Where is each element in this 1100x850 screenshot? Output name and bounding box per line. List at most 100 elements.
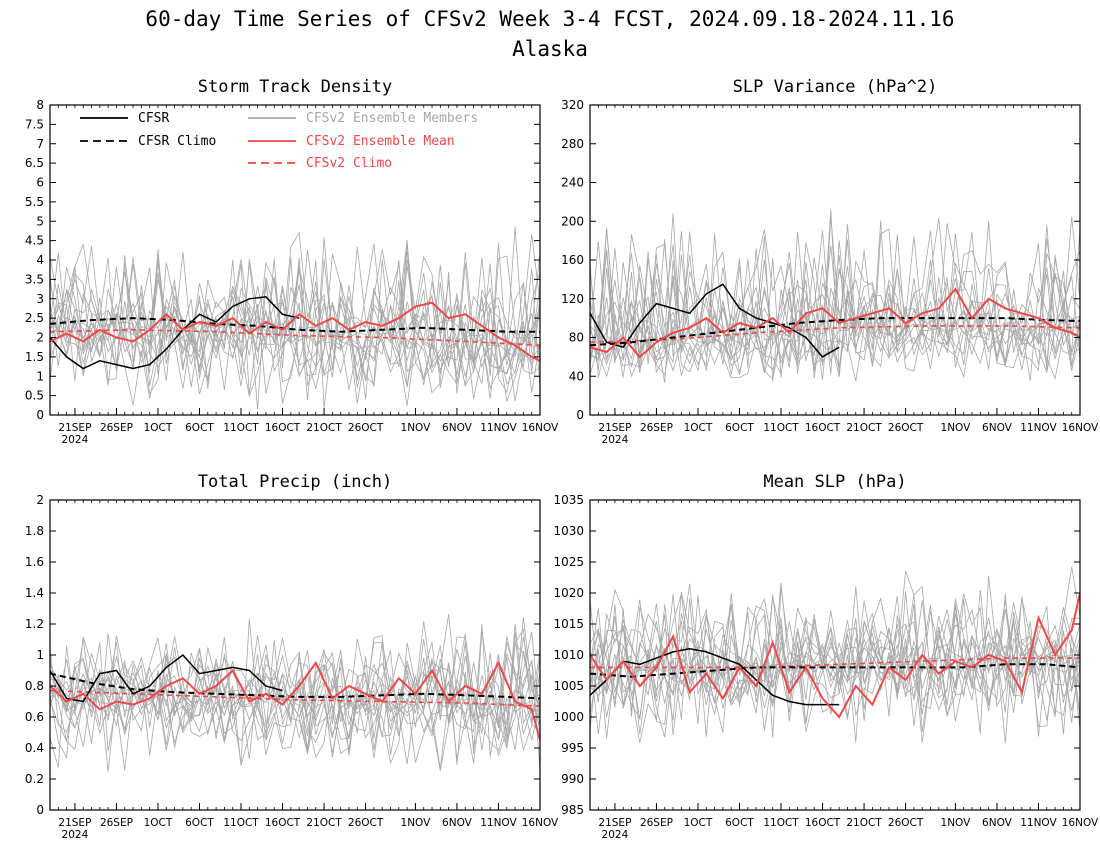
y-tick-label: 0.5 xyxy=(25,389,44,403)
x-tick-label: 26OCT xyxy=(348,422,384,434)
y-tick-label: 6.5 xyxy=(25,156,44,170)
legend: CFSR CFSR Climo CFSv2 Ensemble Members CFSv… xyxy=(80,111,478,171)
y-tick-label: 120 xyxy=(561,292,584,306)
member-line xyxy=(590,566,1080,744)
x-tick-label: 16OCT xyxy=(805,422,841,434)
series-cfsr xyxy=(590,648,840,706)
series-cfsr-climo xyxy=(50,317,540,333)
member-line xyxy=(590,212,1080,379)
x-tick-label: 6NOV xyxy=(982,422,1013,434)
x-tick-label: 6NOV xyxy=(442,817,473,829)
chart-panel-4: Mean SLP (hPa) 985 990 995 1000 1005 1010 1015 1… xyxy=(553,472,1099,841)
y-tick-label: 4 xyxy=(36,253,44,267)
x-tick-label: 21SEP xyxy=(58,422,91,434)
series-cfsv2-ensemble-mean xyxy=(590,287,1080,359)
member-line xyxy=(590,589,1080,731)
legend-label: CFSv2 Ensemble Mean xyxy=(306,134,455,149)
y-tick-label: 1000 xyxy=(553,710,584,724)
series-cfsr xyxy=(50,653,283,703)
x-tick-label: 6OCT xyxy=(725,817,754,829)
y-tick-label: 1.6 xyxy=(25,555,44,569)
y-tick-label: 280 xyxy=(561,137,584,151)
y-tick-label: 0.4 xyxy=(25,741,44,755)
member-line xyxy=(590,224,1080,379)
y-tick-label: 5.5 xyxy=(25,195,44,209)
legend-label: CFSv2 Climo xyxy=(306,156,392,171)
series-cfsv2-climo xyxy=(50,328,540,347)
x-tick-label: 11OCT xyxy=(763,422,799,434)
x-tick-label: 26SEP xyxy=(100,422,133,434)
x-tick-label: 16NOV xyxy=(1062,422,1099,434)
x-year-label: 2024 xyxy=(62,434,89,446)
series-cfsv2-ensemble-mean xyxy=(590,592,1080,719)
y-tick-label: 8 xyxy=(36,98,44,112)
member-line xyxy=(590,249,1080,382)
member-line xyxy=(50,623,540,756)
member-line xyxy=(50,240,540,394)
series-cfsv2-ensemble-mean xyxy=(50,301,540,362)
member-line xyxy=(50,231,540,398)
y-tick-label: 320 xyxy=(561,98,584,112)
panel-title: Mean SLP (hPa) xyxy=(763,472,906,492)
x-year-label: 2024 xyxy=(62,829,89,841)
plot-frame xyxy=(589,104,1081,416)
x-tick-label: 21SEP xyxy=(58,817,91,829)
y-tick-label: 1 xyxy=(36,369,44,383)
y-tick-label: 2 xyxy=(36,493,44,507)
x-tick-label: 11NOV xyxy=(480,817,517,829)
ensemble-members xyxy=(590,566,1080,744)
y-tick-label: 1.5 xyxy=(25,350,44,364)
x-tick-label: 11OCT xyxy=(223,817,259,829)
y-tick-label: 200 xyxy=(561,214,584,228)
x-tick-label: 1OCT xyxy=(144,817,173,829)
member-line xyxy=(50,640,540,768)
y-tick-label: 3 xyxy=(36,292,44,306)
member-line xyxy=(590,223,1080,374)
y-tick-label: 1020 xyxy=(553,586,584,600)
y-tick-label: 990 xyxy=(561,772,584,786)
y-tick-label: 995 xyxy=(561,741,584,755)
panels: Storm Track Density 0 0.5 1 1.5 2 2.5 3 3.5 4 4.5 5… xyxy=(25,77,1099,841)
x-tick-label: 11OCT xyxy=(763,817,799,829)
member-line xyxy=(590,216,1080,378)
panel-title: Total Precip (inch) xyxy=(198,472,392,492)
y-tick-label: 160 xyxy=(561,253,584,267)
plot-frame xyxy=(49,104,541,416)
x-tick-label: 21OCT xyxy=(306,422,342,434)
member-line xyxy=(590,595,1080,738)
y-tick-label: 4.5 xyxy=(25,234,44,248)
member-line xyxy=(590,229,1080,383)
y-tick-label: 7.5 xyxy=(25,117,44,131)
x-tick-label: 21OCT xyxy=(306,817,342,829)
y-tick-label: 2.5 xyxy=(25,311,44,325)
series-cfsr-climo xyxy=(590,663,1080,678)
figure-title: 60-day Time Series of CFSv2 Week 3-4 FCS… xyxy=(145,7,954,31)
ensemble-members xyxy=(50,226,540,410)
x-tick-label: 21SEP xyxy=(598,817,631,829)
member-line xyxy=(50,631,540,765)
x-tick-label: 11NOV xyxy=(1020,817,1057,829)
y-tick-label: 80 xyxy=(569,331,584,345)
y-tick-label: 1.4 xyxy=(25,586,44,600)
y-tick-label: 1025 xyxy=(553,555,584,569)
member-line xyxy=(590,243,1080,372)
x-tick-label: 6OCT xyxy=(185,817,214,829)
y-tick-label: 40 xyxy=(569,369,584,383)
series-cfsv2-ensemble-mean xyxy=(50,660,540,741)
member-line xyxy=(50,638,540,737)
x-tick-label: 16OCT xyxy=(265,817,301,829)
x-tick-label: 26OCT xyxy=(888,422,924,434)
y-tick-label: 2 xyxy=(36,331,44,345)
chart-panel-2: SLP Variance (hPa^2) 0 40 80 120 160 200 240 280… xyxy=(561,77,1099,446)
x-tick-label: 11NOV xyxy=(480,422,517,434)
x-tick-label: 1NOV xyxy=(941,817,972,829)
series-cfsr xyxy=(590,283,840,358)
series-cfsr-climo xyxy=(50,672,540,700)
x-year-label: 2024 xyxy=(602,829,629,841)
y-tick-label: 1.8 xyxy=(25,524,44,538)
x-tick-label: 26OCT xyxy=(348,817,384,829)
y-tick-label: 1 xyxy=(36,648,44,662)
y-tick-label: 1.2 xyxy=(25,617,44,631)
y-tick-label: 1035 xyxy=(553,493,584,507)
